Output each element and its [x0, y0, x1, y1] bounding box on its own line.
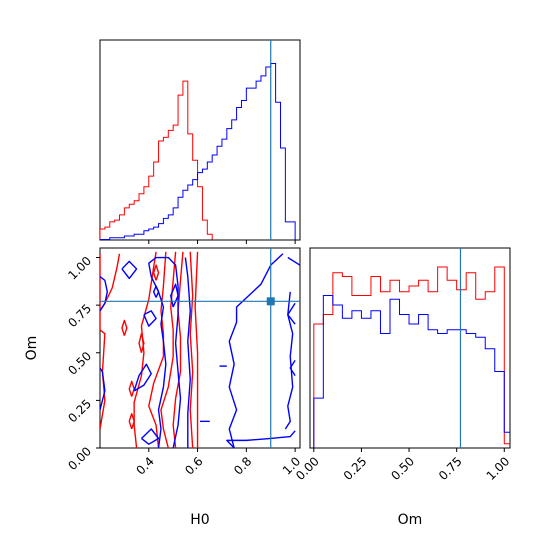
- contour-line-0-6: [189, 251, 194, 448]
- h0-om-contour-panel: 0.4 0.6 0.8 1.00.000.250.500.751.00 H0 Om: [24, 247, 303, 528]
- h0-marginal-frame: [99, 39, 301, 241]
- contour-line-1-0: [100, 276, 109, 312]
- om-xtick-label-1: 0.25: [341, 454, 370, 483]
- contour-truth-marker: [266, 297, 275, 306]
- contour-line-1-1: [100, 367, 106, 411]
- contour-line-0-11: [128, 413, 135, 430]
- contour-line-0-3: [148, 251, 167, 448]
- contour-line-1-3: [133, 363, 152, 392]
- om-hist-series-0: [313, 266, 510, 448]
- contour-xtick-label-0: 0.4: [134, 454, 157, 477]
- contour-ytick-label-4: 1.00: [65, 254, 94, 283]
- contour-line-1-4: [143, 310, 157, 327]
- om-xtick-label-3: 0.75: [436, 454, 465, 483]
- contour-line-0-4: [160, 251, 177, 448]
- contour-line-1-9: [152, 285, 160, 298]
- contour-ytick-label-3: 0.75: [65, 301, 94, 330]
- contour-series: [100, 248, 300, 448]
- contour-line-0-8: [121, 319, 128, 336]
- contour-line-1-13: [287, 256, 300, 266]
- contour-line-0-5: [172, 251, 184, 448]
- contour-line-0-7: [194, 251, 199, 448]
- h0-hist-series-1: [100, 63, 296, 240]
- contour-line-0-12: [152, 264, 160, 281]
- contour-ytick-label-2: 0.50: [65, 349, 94, 378]
- contour-xtick-label-2: 0.8: [231, 454, 254, 477]
- x-axis-label-om: Om: [398, 512, 423, 528]
- om-marginal-series: [313, 248, 510, 448]
- contour-frame: [99, 247, 301, 449]
- contour-xtick-label-1: 0.6: [182, 454, 205, 477]
- x-axis-label-h0: H0: [190, 512, 209, 528]
- contour-line-0-0: [100, 253, 106, 430]
- contour-ytick-label-1: 0.25: [65, 397, 94, 426]
- contour-line-0-10: [128, 380, 135, 397]
- contour-line-1-7: [184, 257, 191, 448]
- h0-marginal-series: [100, 40, 296, 240]
- om-marginal-panel: 0.00 0.25 0.50 0.75 1.00 Om: [293, 247, 512, 528]
- om-marginal-ticks: 0.00 0.25 0.50 0.75 1.00: [293, 448, 512, 483]
- h0-marginal-panel: [99, 39, 301, 244]
- contour-line-0-9: [138, 333, 145, 353]
- contour-line-1-8: [170, 283, 179, 308]
- om-xtick-label-4: 1.00: [484, 454, 513, 483]
- contour-ytick-label-0: 0.00: [65, 444, 94, 473]
- contour-line-1-16: [226, 430, 296, 448]
- h0-marginal-ticks: [148, 240, 296, 244]
- om-hist-series-1: [313, 295, 510, 448]
- contour-line-1-15: [289, 360, 296, 376]
- y-axis-label-om: Om: [24, 336, 40, 361]
- contour-line-1-12: [228, 253, 284, 448]
- h0-hist-series-0: [100, 80, 213, 240]
- contour-line-1-5: [140, 428, 160, 445]
- om-marginal-frame: [309, 247, 511, 449]
- contour-line-1-17: [284, 291, 294, 430]
- contour-line-1-6: [148, 256, 182, 448]
- contour-line-1-2: [121, 260, 138, 280]
- om-xtick-label-2: 0.50: [388, 454, 417, 483]
